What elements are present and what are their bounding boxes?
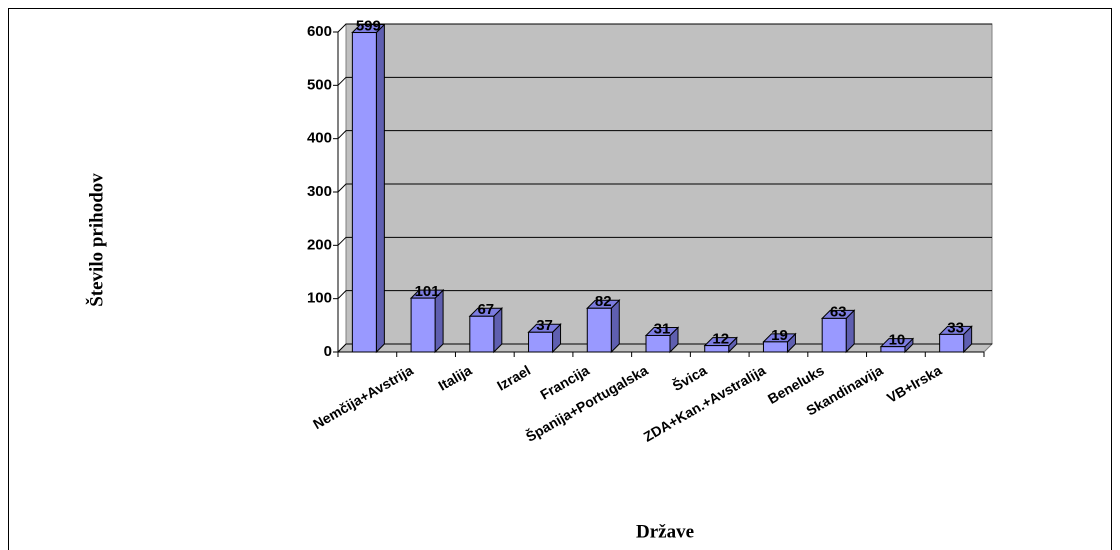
x-tick-label: Izrael bbox=[494, 362, 533, 394]
y-tick-label: 200 bbox=[307, 236, 332, 253]
bar bbox=[410, 297, 436, 353]
x-tick-label: VB+Irska bbox=[884, 362, 944, 406]
y-tick-label: 500 bbox=[307, 76, 332, 93]
bar-side bbox=[610, 299, 620, 354]
bar bbox=[528, 331, 554, 353]
y-axis-title: Število prihodov bbox=[85, 173, 107, 307]
bar bbox=[704, 345, 730, 353]
grid-line bbox=[337, 236, 992, 246]
bar bbox=[469, 315, 495, 353]
bar bbox=[821, 317, 847, 353]
x-tick-label: Švica bbox=[669, 361, 709, 394]
chart-border bbox=[8, 8, 1112, 550]
value-label: 12 bbox=[712, 331, 729, 348]
y-tick-label: 600 bbox=[307, 23, 332, 40]
value-label: 82 bbox=[595, 293, 612, 310]
value-label: 10 bbox=[889, 332, 906, 349]
value-label: 63 bbox=[830, 303, 847, 320]
bar-side bbox=[375, 23, 385, 354]
y-tick-label: 0 bbox=[324, 343, 332, 360]
x-axis-title: Države bbox=[636, 521, 694, 542]
bar bbox=[880, 346, 906, 353]
value-label: 19 bbox=[771, 327, 788, 344]
value-label: 37 bbox=[536, 317, 553, 334]
y-tick-label: 400 bbox=[307, 130, 332, 147]
bar bbox=[586, 307, 612, 353]
value-label: 101 bbox=[415, 283, 440, 300]
y-tick-label: 300 bbox=[307, 183, 332, 200]
bar bbox=[939, 333, 965, 353]
grid-line bbox=[337, 23, 992, 33]
bar bbox=[762, 341, 788, 353]
value-label: 67 bbox=[477, 301, 494, 318]
grid-line bbox=[337, 76, 992, 86]
bar bbox=[645, 334, 671, 353]
value-label: 33 bbox=[947, 319, 964, 336]
grid-line bbox=[337, 290, 992, 300]
x-tick-label: Italija bbox=[435, 362, 474, 394]
x-tick-label: Nemčija+Avstrija bbox=[310, 362, 416, 432]
grid-line bbox=[337, 183, 992, 193]
value-label: 599 bbox=[356, 18, 381, 35]
bar bbox=[351, 32, 377, 353]
y-tick-label: 100 bbox=[307, 290, 332, 307]
grid-line bbox=[337, 130, 992, 140]
value-label: 31 bbox=[654, 320, 671, 337]
